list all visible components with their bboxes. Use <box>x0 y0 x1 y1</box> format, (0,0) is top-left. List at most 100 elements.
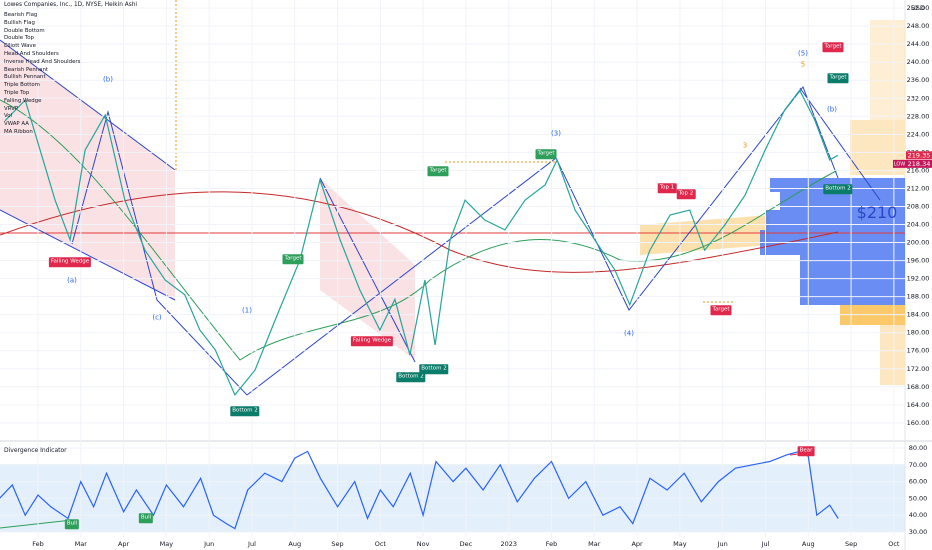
y-tick-label: 204.00 <box>907 221 930 229</box>
annotation: Target <box>710 305 732 315</box>
y-tick-label: 180.00 <box>907 329 930 337</box>
indicator-name: VRVP <box>4 105 19 112</box>
x-tick-label: Jul <box>247 540 256 548</box>
trend-line <box>319 177 416 363</box>
y-tick-label: 192.00 <box>907 275 930 283</box>
annotation: Top 1 <box>657 183 677 193</box>
y-tick-label: 60.00 <box>909 478 928 486</box>
y-tick-label: 70.00 <box>909 461 928 469</box>
y-tick-label: 164.00 <box>907 401 930 409</box>
moving-average <box>0 99 839 361</box>
y-tick-label: 232.00 <box>907 94 930 102</box>
x-tick-label: Jul <box>761 540 770 548</box>
price-line <box>0 450 839 530</box>
indicator-name: Bearish Flag <box>4 12 38 18</box>
x-tick-label: Mar <box>588 540 601 548</box>
indicator-name: Elliott Wave <box>4 43 36 50</box>
x-tick-label: May <box>673 540 687 548</box>
indicator-name: Double Bottom <box>4 27 45 34</box>
x-tick-label: Dec <box>460 540 473 548</box>
annotation: Target <box>827 73 849 83</box>
annotation: (4) <box>624 329 634 338</box>
indicator-name: Bullish Flag <box>4 19 35 26</box>
indicator-name: Inverse Head And Shoulders <box>4 58 81 65</box>
annotation: $210 <box>856 203 898 222</box>
indicator-name: Falling Wedge <box>4 97 42 104</box>
x-tick-label: Sep <box>331 540 343 548</box>
volume-profile <box>880 325 905 385</box>
y-tick-label: 40.00 <box>909 511 928 519</box>
annotation: (b) <box>103 75 113 84</box>
y-tick-label: 236.00 <box>907 76 930 84</box>
y-tick-label: 50.00 <box>909 494 928 502</box>
y-tick-label: 228.00 <box>907 112 930 120</box>
y-tick-label: 208.00 <box>907 202 930 210</box>
annotation: Bear <box>797 446 815 456</box>
annotation: Top 2 <box>676 189 696 199</box>
x-tick-label: Mar <box>75 540 88 548</box>
y-tick-label: 160.00 <box>907 419 930 427</box>
annotation: (a) <box>67 276 77 285</box>
price-tag-label: 219.35 <box>908 151 931 159</box>
annotation: Bottom 2 <box>419 364 449 374</box>
price-line <box>4 89 839 397</box>
y-tick-label: 184.00 <box>907 311 930 319</box>
annotation: Target <box>535 149 557 159</box>
x-tick-label: Jun <box>717 540 728 548</box>
annotation: Bull <box>64 519 80 529</box>
annotation: 3 <box>742 141 748 150</box>
indicator-name: Triple Bottom <box>4 82 40 89</box>
annotation: (b) <box>827 105 837 114</box>
x-tick-label: 2023 <box>500 540 517 548</box>
volume-profile <box>800 255 905 305</box>
annotation: Falling Wedge <box>350 336 394 346</box>
x-tick-label: Jun <box>203 540 214 548</box>
indicator-name: Triple Top <box>4 90 30 96</box>
annotation: Bull <box>138 513 154 523</box>
low-tag-label: LOW <box>894 161 906 167</box>
y-tick-label: 196.00 <box>907 257 930 265</box>
x-tick-label: Apr <box>631 540 643 548</box>
volume-profile <box>870 20 905 120</box>
trend-line <box>0 39 176 171</box>
x-tick-label: Apr <box>118 540 130 548</box>
price-tag <box>906 159 932 168</box>
annotation: 5 <box>800 60 806 69</box>
annotation: Target <box>822 42 844 52</box>
y-tick-label: 176.00 <box>907 347 930 355</box>
annotation: (5) <box>798 49 808 58</box>
x-tick-label: Oct <box>375 540 387 548</box>
price-tag <box>906 151 932 160</box>
y-tick-label: 244.00 <box>907 40 930 48</box>
wave-line <box>71 85 839 396</box>
chart-title: Lowes Companies, Inc., 1D, NYSE, Heikin … <box>4 2 138 8</box>
y-tick-label: 252.00 <box>907 4 930 12</box>
annotation: (3) <box>551 129 561 138</box>
indicator-name: VWAP AA <box>4 121 29 128</box>
annotation: Bottom 2 <box>823 184 853 194</box>
y-tick-label: 240.00 <box>907 58 930 66</box>
y-tick-label: 30.00 <box>909 528 928 536</box>
annotation: Target <box>282 254 304 264</box>
x-tick-label: Feb <box>546 540 558 548</box>
y-tick-label: 188.00 <box>907 293 930 301</box>
projection-arrow <box>799 87 881 201</box>
y-tick-label: 172.00 <box>907 365 930 373</box>
price-tag-label: 218.34 <box>908 160 931 168</box>
y-tick-label: 224.00 <box>907 130 930 138</box>
annotation: Bottom 2 <box>396 372 426 382</box>
currency: USD <box>911 4 925 12</box>
indicator-name: Bullish Pennant <box>4 74 46 81</box>
indicator-name: MA Ribbon <box>4 129 33 135</box>
annotation: Target <box>427 166 449 176</box>
indicator-name: Bearish Pennant <box>4 66 49 73</box>
x-tick-label: Nov <box>417 540 430 548</box>
x-tick-label: May <box>160 540 174 548</box>
volume-profile <box>780 192 905 210</box>
y-tick-label: 248.00 <box>907 22 930 30</box>
low-tag <box>893 159 906 168</box>
annotation: (c) <box>152 313 162 322</box>
indicator-name: Vol <box>4 113 13 120</box>
